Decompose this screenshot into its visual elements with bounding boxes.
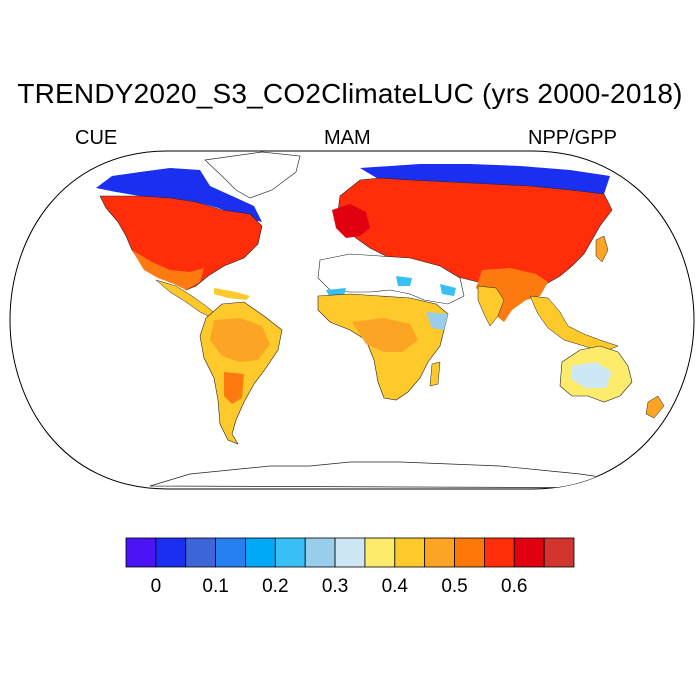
new-zealand [645, 395, 665, 419]
colorbar-swatch [125, 537, 157, 568]
colorbar-swatch [245, 537, 276, 568]
madagascar [429, 361, 441, 387]
variable-label: NPP/GPP [528, 127, 617, 149]
colorbar-swatch [274, 537, 306, 568]
colorbar-tick-label: 0.3 [321, 576, 349, 597]
metric-label: CUE [75, 127, 118, 149]
colorbar-swatch [513, 537, 545, 568]
colorbar-tick-label: 0.5 [441, 576, 468, 597]
colorbar-tick-label: 0.1 [202, 576, 229, 597]
land-layer [96, 151, 665, 489]
colorbar-tick-label: 0.6 [501, 576, 528, 597]
india [477, 285, 505, 327]
eurasia-north [360, 164, 610, 194]
south-america-south [224, 372, 244, 404]
colorbar-swatch [155, 537, 187, 568]
colorbar-swatch [215, 537, 246, 568]
arctic-islands-americas [96, 168, 262, 222]
colorbar-swatch [394, 537, 426, 568]
colorbar-swatch [483, 537, 515, 568]
greenland [204, 151, 301, 199]
figure-title: TRENDY2020_S3_CO2ClimateLUC (yrs 2000-20… [17, 78, 683, 109]
australia-interior [572, 362, 612, 388]
south-america-amazon [210, 318, 270, 362]
colorbar-swatch [454, 537, 485, 568]
north-america-south [132, 250, 204, 290]
colorbar-swatch [304, 537, 336, 568]
japan [595, 235, 609, 263]
colorbar-swatch [334, 537, 366, 568]
colorbar-swatch [424, 537, 455, 568]
southeast-asia [529, 295, 619, 353]
colorbar-tick-label: 0 [150, 576, 162, 597]
caribbean [214, 288, 250, 300]
season-label: MAM [324, 127, 371, 149]
horn-of-africa [426, 312, 448, 330]
africa-central [352, 318, 418, 352]
north-america [99, 195, 263, 291]
europe-west [332, 204, 370, 238]
colorbar-swatch [185, 537, 217, 568]
colorbar-swatch [543, 537, 575, 568]
colorbar-tick-label: 0.2 [262, 576, 289, 597]
colorbar-tick-label: 0.4 [381, 576, 409, 597]
colorbar-swatch [364, 537, 396, 568]
